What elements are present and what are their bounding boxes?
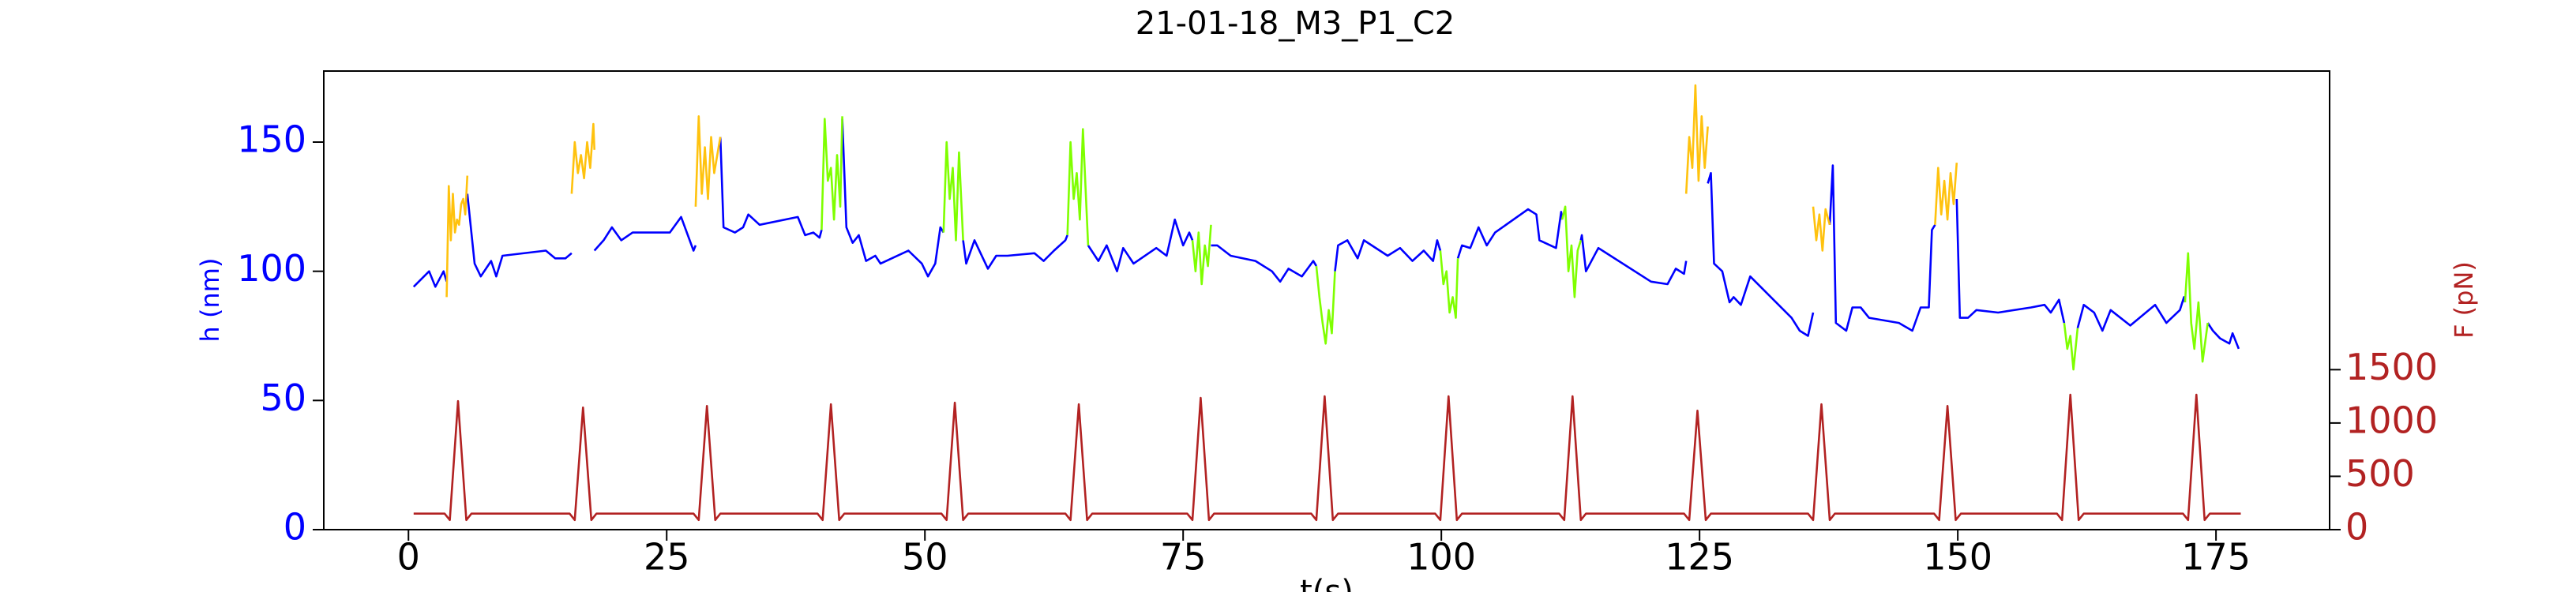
- y-tick-label: 100: [237, 247, 306, 290]
- y-tick-label: 150: [237, 118, 306, 161]
- data-line: [820, 116, 2209, 371]
- x-tick-label: 50: [902, 536, 948, 579]
- y2-tick-label: 500: [2345, 452, 2415, 495]
- data-line: [445, 84, 1958, 298]
- x-tick-label: 25: [644, 536, 690, 579]
- y-tick-label: 0: [284, 506, 306, 549]
- y2-tick-label: 1500: [2345, 346, 2438, 388]
- x-tick-label: 150: [1923, 536, 1992, 579]
- data-line: [413, 393, 2241, 522]
- x-tick-label: 0: [397, 536, 420, 579]
- chart-title: 21-01-18_M3_P1_C2: [1136, 6, 1455, 42]
- x-axis-label: t(s): [1300, 574, 1354, 592]
- y2-tick-label: 1000: [2345, 399, 2438, 441]
- y2-axis-label: F (pN): [2449, 261, 2479, 339]
- y-axis-label: h (nm): [195, 258, 225, 343]
- x-tick-label: 125: [1665, 536, 1734, 579]
- plot-frame: [323, 70, 2330, 530]
- x-tick-label: 175: [2181, 536, 2251, 579]
- x-tick-label: 75: [1160, 536, 1207, 579]
- y2-tick-label: 0: [2345, 506, 2368, 549]
- y-tick-label: 50: [260, 377, 306, 419]
- data-line: [412, 118, 2240, 350]
- x-tick-label: 100: [1406, 536, 1476, 579]
